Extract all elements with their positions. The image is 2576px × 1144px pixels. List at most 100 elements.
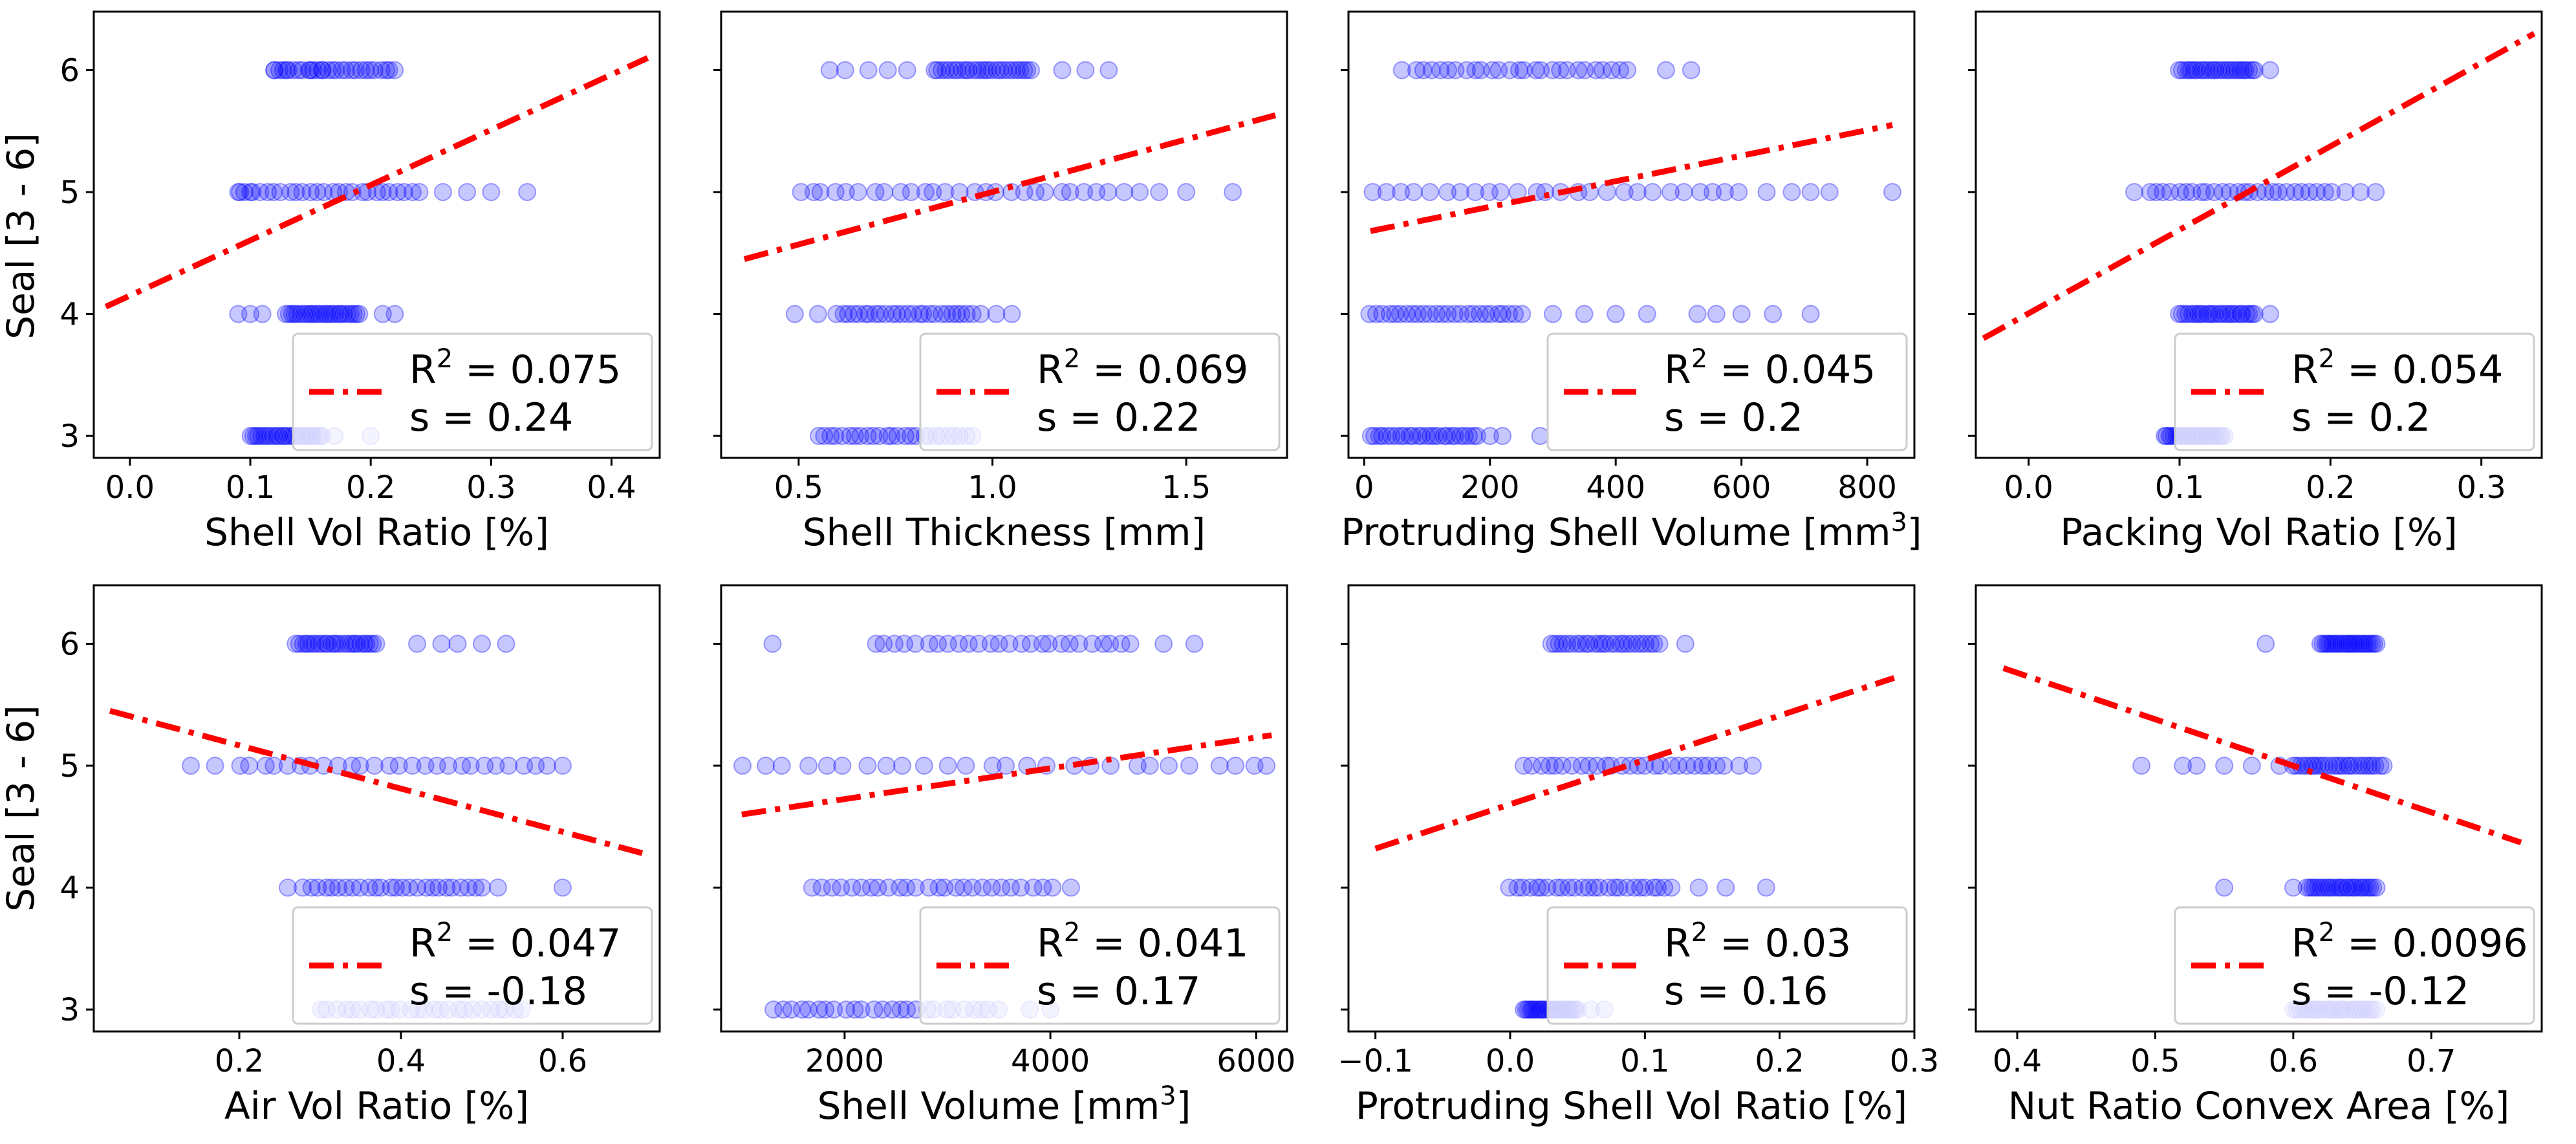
x-tick-label: 4000 xyxy=(1011,1043,1090,1079)
data-point xyxy=(841,427,860,446)
data-point xyxy=(945,61,964,80)
points-seal-6 xyxy=(1542,634,1694,653)
data-point xyxy=(306,305,325,323)
points-seal-5 xyxy=(733,757,1276,775)
data-point xyxy=(1154,634,1173,653)
data-point xyxy=(347,305,366,323)
data-point xyxy=(887,305,906,323)
data-point xyxy=(902,183,920,202)
data-point xyxy=(285,305,304,323)
data-point xyxy=(2324,634,2343,653)
data-point xyxy=(1698,757,1717,775)
data-point xyxy=(274,427,292,446)
plot-frame xyxy=(720,584,1288,1033)
data-point xyxy=(2196,183,2215,202)
data-point xyxy=(241,183,260,202)
data-point xyxy=(408,634,426,653)
data-point xyxy=(2338,757,2357,775)
x-tick-label: 0.5 xyxy=(774,469,823,506)
data-point xyxy=(339,634,358,653)
data-point xyxy=(271,183,290,202)
data-point xyxy=(1409,427,1428,446)
legend-box xyxy=(919,906,1281,1025)
x-tick-label: 0.4 xyxy=(1993,1043,2042,1079)
x-tick-label: 0.1 xyxy=(1620,1043,1669,1079)
data-point xyxy=(1140,757,1159,775)
data-point xyxy=(1517,1000,1535,1019)
data-point xyxy=(1597,183,1616,202)
data-point xyxy=(554,757,572,775)
data-point xyxy=(2344,634,2363,653)
data-point xyxy=(475,757,494,775)
data-point xyxy=(1650,634,1669,653)
data-point xyxy=(920,305,938,323)
data-point xyxy=(2215,757,2234,775)
data-point xyxy=(2359,757,2378,775)
data-point xyxy=(799,757,818,775)
data-point xyxy=(1377,183,1396,202)
legend-r2-text: R2 = 0.047 xyxy=(409,918,621,966)
data-point xyxy=(2333,634,2352,653)
data-point xyxy=(950,183,969,202)
data-point xyxy=(451,878,470,897)
data-point xyxy=(1002,305,1021,323)
data-point xyxy=(386,878,405,897)
data-point xyxy=(803,878,821,897)
data-point xyxy=(1820,183,1839,202)
data-point xyxy=(981,634,1000,653)
data-point xyxy=(373,183,392,202)
legend-slope-text: s = 0.2 xyxy=(1664,395,1803,440)
data-point xyxy=(914,305,933,323)
data-point xyxy=(1579,757,1598,775)
data-point xyxy=(898,1000,916,1019)
data-point xyxy=(1002,878,1021,897)
data-point xyxy=(1707,305,1726,323)
data-point xyxy=(1586,61,1605,80)
data-point xyxy=(1003,61,1022,80)
data-point xyxy=(1546,634,1564,653)
data-point xyxy=(2329,634,2348,653)
data-point xyxy=(1363,183,1382,202)
data-point xyxy=(1506,305,1524,323)
data-point xyxy=(314,183,333,202)
data-point xyxy=(2320,634,2339,653)
data-point xyxy=(1422,61,1441,80)
data-point xyxy=(403,183,422,202)
data-point xyxy=(1070,634,1088,653)
data-point xyxy=(303,305,321,323)
data-point xyxy=(933,305,951,323)
regression-line xyxy=(743,112,1277,263)
data-point xyxy=(733,757,752,775)
data-point xyxy=(473,634,491,653)
data-point xyxy=(2183,305,2202,323)
subplot-2: 0.5 1.0 1.5 Shell Thickness [mm] R2 = 0.069s… xyxy=(713,10,1288,554)
data-point xyxy=(2203,305,2222,323)
data-point xyxy=(2341,757,2359,775)
data-point xyxy=(2206,305,2225,323)
y-tick-label: 3 xyxy=(60,418,80,455)
points-seal-5 xyxy=(792,183,1242,202)
data-point xyxy=(1552,878,1571,897)
data-point xyxy=(861,878,880,897)
data-point xyxy=(1574,878,1592,897)
data-point xyxy=(834,305,853,323)
data-point xyxy=(888,427,907,446)
data-point xyxy=(332,61,351,80)
data-point xyxy=(1704,183,1722,202)
subplot-7: −0.1 0.0 0.1 0.2 0.3 Protruding Shell Vol Rat… xyxy=(1337,584,1939,1128)
data-point xyxy=(1011,61,1030,80)
data-point xyxy=(2261,61,2279,80)
data-point xyxy=(2197,61,2216,80)
data-point xyxy=(2303,878,2322,897)
data-point xyxy=(1716,878,1735,897)
data-point xyxy=(241,305,260,323)
data-point xyxy=(805,183,823,202)
data-point xyxy=(2125,183,2143,202)
data-point xyxy=(1562,634,1581,653)
data-point xyxy=(906,878,925,897)
data-point xyxy=(365,757,384,775)
data-point xyxy=(270,427,288,446)
data-point xyxy=(2340,634,2359,653)
points-seal-4 xyxy=(1500,878,1775,897)
data-point xyxy=(1112,634,1131,653)
